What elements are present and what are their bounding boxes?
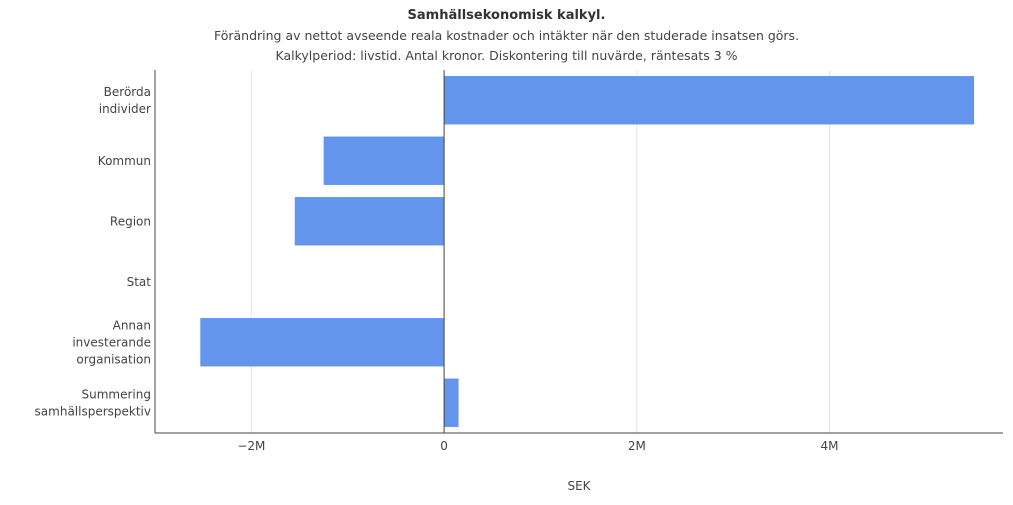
category-label: Region bbox=[110, 214, 151, 228]
chart-titles: Samhällsekonomisk kalkyl. Förändring av … bbox=[0, 6, 1013, 66]
x-tick-label: −2M bbox=[237, 439, 265, 453]
bar-kommun[interactable] bbox=[323, 136, 445, 185]
gridlines bbox=[250, 70, 831, 433]
x-tick-label: 0 bbox=[440, 439, 448, 453]
bars bbox=[200, 76, 975, 427]
category-label: Summering samhällsperspektiv bbox=[35, 387, 151, 418]
chart-title: Samhällsekonomisk kalkyl. bbox=[407, 8, 606, 23]
chart-subtitle-line2: Kalkylperiod: livstid. Antal kronor. Dis… bbox=[275, 48, 738, 63]
x-tick-label: 4M bbox=[821, 439, 839, 453]
category-labels: Berörda individer Kommun Region Stat Annan inv… bbox=[35, 85, 152, 419]
bar-region[interactable] bbox=[294, 197, 445, 246]
axes bbox=[154, 70, 1003, 434]
bar-annan-investerande-organisation[interactable] bbox=[200, 318, 445, 367]
category-label: Annan investerande organisation bbox=[72, 318, 151, 366]
bar-summering-samhällsperspektiv[interactable] bbox=[444, 378, 459, 427]
category-label: Berörda individer bbox=[99, 85, 151, 116]
chart-subtitle-line1: Förändring av nettot avseende reala kost… bbox=[213, 28, 800, 43]
x-axis-title: SEK bbox=[567, 479, 591, 493]
bar-berörda-individer[interactable] bbox=[444, 76, 975, 125]
category-label: Stat bbox=[127, 275, 152, 289]
x-tick-label: 2M bbox=[628, 439, 646, 453]
x-tick-labels: −2M 0 2M 4M bbox=[237, 439, 838, 453]
category-label: Kommun bbox=[98, 154, 151, 168]
